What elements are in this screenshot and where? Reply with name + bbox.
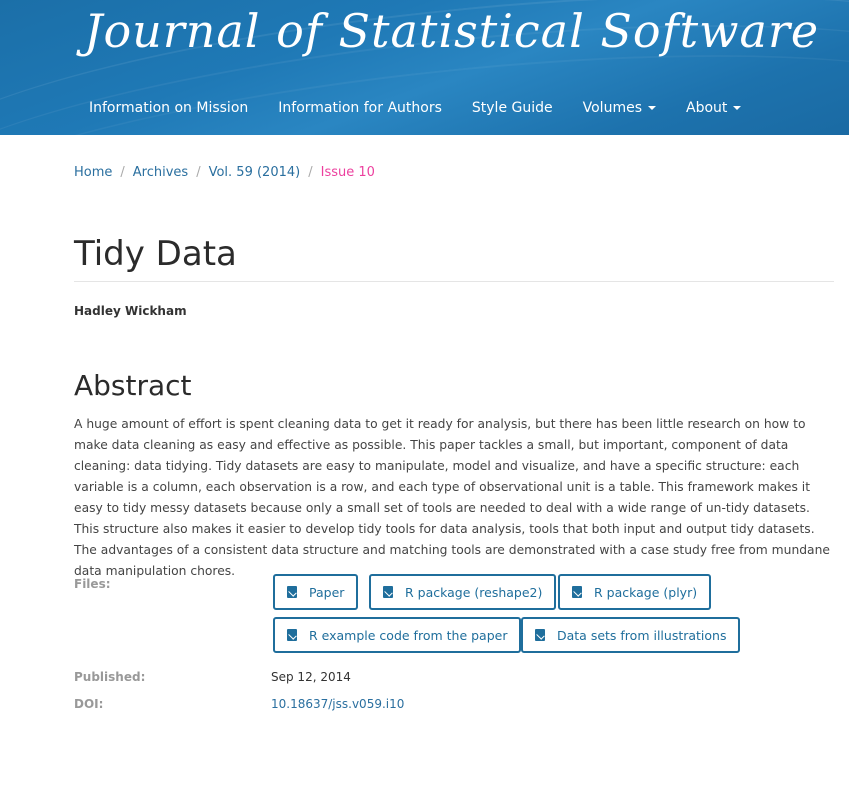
article-title: Tidy Data: [74, 234, 237, 274]
download-icon: [287, 629, 297, 641]
published-label: Published:: [74, 670, 146, 684]
file-button-label: Data sets from illustrations: [557, 627, 727, 643]
file-button-label: R package (plyr): [594, 584, 698, 600]
published-date: Sep 12, 2014: [271, 670, 351, 684]
nav-item-label: Information on Mission: [89, 100, 249, 116]
download-icon: [383, 586, 393, 598]
caret-down-icon: [648, 106, 656, 110]
nav-item-authors[interactable]: Information for Authors: [263, 88, 457, 132]
file-button-paper[interactable]: Paper: [273, 574, 359, 610]
nav-item-label: Style Guide: [471, 100, 553, 116]
doi-link[interactable]: 10.18637/jss.v059.i10: [271, 697, 405, 711]
file-button-data-sets[interactable]: Data sets from illustrations: [521, 617, 741, 653]
file-button-label: R package (reshape2): [405, 584, 543, 600]
files-label: Files:: [74, 577, 111, 591]
file-button-label: Paper: [309, 584, 345, 600]
site-header: Journal of Statistical Software Informat…: [0, 0, 849, 135]
article-author: Hadley Wickham: [74, 304, 187, 318]
breadcrumb-home[interactable]: Home: [74, 165, 113, 180]
breadcrumb-current: Issue 10: [320, 165, 375, 180]
nav-item-mission[interactable]: Information on Mission: [74, 88, 263, 132]
breadcrumb-separator: /: [308, 165, 313, 180]
pdf-icon: [287, 586, 297, 598]
breadcrumb-archives[interactable]: Archives: [132, 165, 189, 180]
nav-item-label: Volumes: [582, 100, 642, 116]
nav-item-about[interactable]: About: [671, 88, 756, 132]
file-button-reshape2[interactable]: R package (reshape2): [369, 574, 557, 610]
abstract-heading: Abstract: [74, 369, 192, 402]
breadcrumb: Home / Archives / Vol. 59 (2014) / Issue 10: [74, 165, 375, 180]
caret-down-icon: [733, 106, 742, 110]
file-button-label: R example code from the paper: [309, 627, 508, 643]
nav-item-style-guide[interactable]: Style Guide: [457, 88, 568, 132]
file-button-plyr[interactable]: R package (plyr): [558, 574, 712, 610]
file-button-example-code[interactable]: R example code from the paper: [273, 617, 522, 653]
abstract-text: A huge amount of effort is spent cleanin…: [74, 417, 830, 578]
nav-item-label: About: [686, 100, 728, 116]
breadcrumb-separator: /: [196, 165, 201, 180]
main-nav: Information on Mission Information for A…: [74, 88, 756, 132]
site-title-link[interactable]: Journal of Statistical Software: [84, 4, 820, 58]
download-icon: [535, 629, 545, 641]
nav-item-volumes[interactable]: Volumes: [568, 88, 671, 132]
nav-item-label: Information for Authors: [278, 100, 442, 116]
download-icon: [572, 586, 582, 598]
breadcrumb-separator: /: [120, 165, 125, 180]
title-divider: [74, 281, 834, 282]
breadcrumb-volume[interactable]: Vol. 59 (2014): [208, 165, 301, 180]
doi-label: DOI:: [74, 697, 104, 711]
